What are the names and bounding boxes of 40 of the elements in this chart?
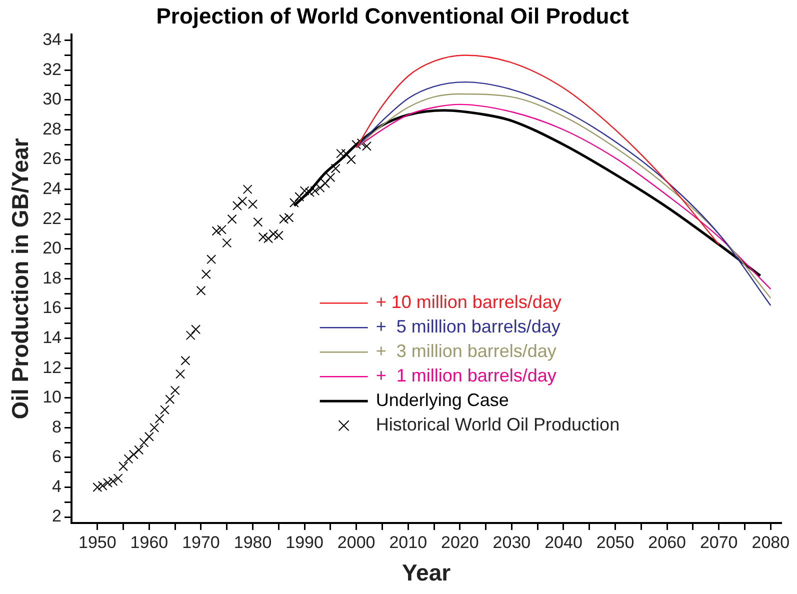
y-tick-label: 10: [42, 388, 62, 407]
y-tick-label: 14: [42, 328, 62, 347]
legend-label: + 5 milllion barrels/day: [376, 316, 560, 337]
x-tick-label: 2030: [492, 532, 531, 552]
x-tick-label: 2050: [596, 532, 634, 552]
x-tick-label: 1970: [182, 532, 220, 552]
y-axis-title: Oil Production in GB/Year: [7, 138, 34, 420]
x-tick-label: 1990: [286, 532, 324, 552]
x-tick-label: 2010: [389, 532, 428, 552]
y-tick-label: 32: [42, 60, 62, 79]
y-tick-label: 4: [52, 476, 62, 496]
y-tick-label: 30: [42, 90, 62, 109]
y-tick-label: 22: [42, 208, 62, 228]
y-tick-label: 18: [42, 268, 62, 288]
x-tick-label: 2070: [700, 532, 738, 552]
x-tick-label: 2060: [648, 532, 686, 552]
x-tick-label: 1950: [78, 532, 116, 552]
x-tick-label: 2080: [752, 532, 790, 552]
x-tick-label: 1980: [234, 532, 272, 552]
y-tick-label: 6: [52, 447, 62, 466]
legend-label: + 10 million barrels/day: [376, 292, 562, 312]
y-tick-label: 12: [42, 358, 62, 377]
legend-label: + 1 million barrels/day: [376, 366, 556, 386]
y-tick-label: 26: [42, 149, 62, 168]
y-tick-label: 16: [42, 298, 62, 318]
y-tick-label: 24: [42, 179, 62, 198]
x-axis-title: Year: [402, 560, 451, 586]
y-tick-label: 20: [42, 238, 62, 258]
x-tick-label: 1960: [130, 532, 168, 552]
x-tick-label: 2020: [441, 532, 479, 552]
y-tick-label: 34: [42, 30, 62, 50]
y-tick-label: 28: [42, 119, 62, 138]
y-tick-label: 8: [52, 417, 62, 436]
x-tick-label: 2040: [544, 532, 582, 552]
legend-label: Underlying Case: [376, 390, 509, 410]
y-tick-label: 2: [52, 506, 62, 526]
x-tick-label: 2000: [337, 532, 376, 552]
chart-title: Projection of World Conventional Oil Product: [156, 3, 630, 28]
legend-label: + 3 million barrels/day: [376, 341, 556, 362]
legend-label: Historical World Oil Production: [376, 414, 620, 435]
